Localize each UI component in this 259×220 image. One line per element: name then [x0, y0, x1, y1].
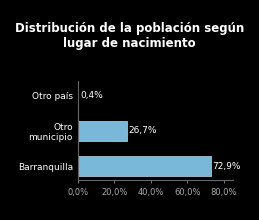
Text: Distribución de la población según
lugar de nacimiento: Distribución de la población según lugar…	[15, 22, 244, 50]
Bar	[78, 121, 126, 141]
Bar	[78, 156, 211, 176]
Text: 72,9%: 72,9%	[212, 162, 241, 171]
Text: 0,4%: 0,4%	[80, 91, 103, 100]
Text: 26,7%: 26,7%	[128, 126, 156, 135]
